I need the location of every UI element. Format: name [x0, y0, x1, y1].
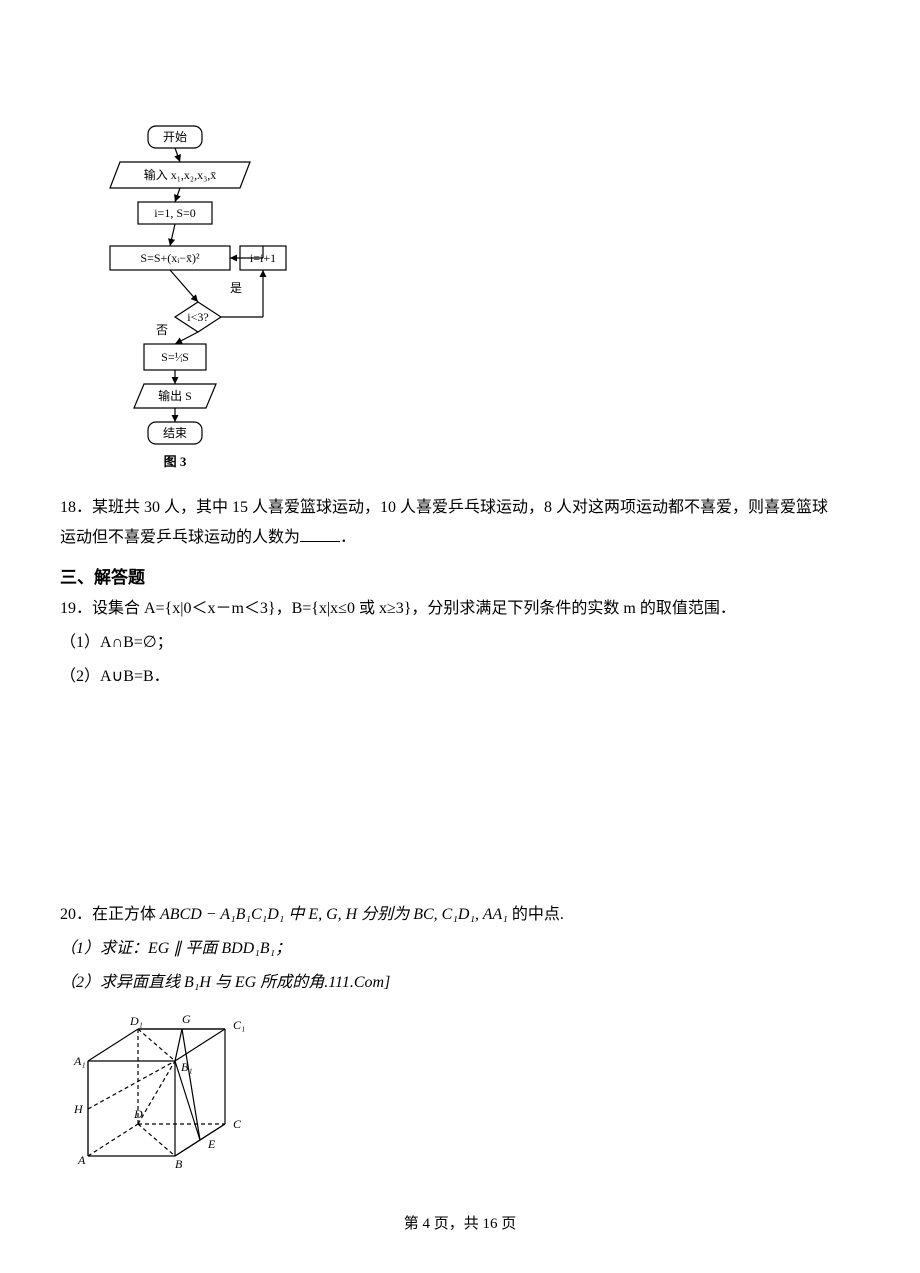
q20-line1-math: ABCD − A₁B₁C₁D₁ 中 E, G, H 分别为 BC, C₁D₁, … — [160, 906, 508, 923]
svg-text:H: H — [73, 1102, 84, 1116]
q19-line1: 19．设集合 A={x|0＜x－m＜3}，B={x|x≤0 或 x≥3}，分别求… — [60, 594, 860, 624]
svg-text:i<3?: i<3? — [187, 310, 208, 324]
q20-line1: 20．在正方体 ABCD − A₁B₁C₁D₁ 中 E, G, H 分别为 BC… — [60, 900, 860, 930]
q20-line2: （1）求证：EG ∥ 平面 BDD₁B₁； — [60, 934, 860, 964]
svg-text:B: B — [175, 1157, 183, 1171]
footer-total: 16 — [483, 1216, 498, 1232]
svg-text:C₁: C₁ — [233, 1018, 245, 1032]
page: 开始输入 x₁,x₂,x₃,x̄i=1, S=0S=S+(xᵢ−x̄)²i=i+… — [0, 0, 920, 1273]
section-3-heading: 三、解答题 — [60, 563, 860, 588]
cube-svg: A B C D A₁ B₁ C₁ D₁ E G H — [70, 1006, 250, 1176]
q20-line3-text: （2）求异面直线 B₁H 与 EG 所成的角.111.Com] — [60, 974, 390, 991]
q18-text-a: 18．某班共 30 人，其中 15 人喜爱篮球运动，10 人喜爱乒乓球运动，8 … — [60, 499, 828, 516]
q20-line1-suffix: 的中点. — [508, 906, 564, 923]
svg-text:S=¹⁄ᵢS: S=¹⁄ᵢS — [161, 350, 189, 364]
svg-text:D: D — [133, 1107, 143, 1121]
footer-page: 4 — [422, 1216, 430, 1232]
svg-text:G: G — [182, 1012, 191, 1026]
svg-text:A₁: A₁ — [73, 1054, 86, 1068]
q18-text-b: 运动但不喜爱乒乓球运动的人数为 — [60, 529, 300, 546]
svg-text:B₁: B₁ — [181, 1060, 193, 1074]
svg-text:结束: 结束 — [163, 426, 187, 440]
svg-text:C: C — [233, 1117, 242, 1131]
svg-text:输出 S: 输出 S — [158, 388, 192, 403]
svg-text:i=1, S=0: i=1, S=0 — [154, 206, 196, 220]
q18-blank — [300, 525, 340, 542]
svg-text:图 3: 图 3 — [164, 454, 187, 469]
footer-prefix: 第 — [404, 1216, 423, 1232]
footer-mid: 页，共 — [430, 1216, 483, 1232]
cube-figure: A B C D A₁ B₁ C₁ D₁ E G H — [70, 1006, 860, 1181]
q18-line2: 运动但不喜爱乒乓球运动的人数为 ． — [60, 523, 860, 553]
svg-text:S=S+(xᵢ−x̄)²: S=S+(xᵢ−x̄)² — [140, 251, 200, 265]
svg-text:是: 是 — [230, 281, 242, 295]
svg-text:A: A — [77, 1153, 86, 1167]
q20-line3: （2）求异面直线 B₁H 与 EG 所成的角.111.Com] — [60, 968, 860, 998]
q18-line1: 18．某班共 30 人，其中 15 人喜爱篮球运动，10 人喜爱乒乓球运动，8 … — [60, 493, 860, 523]
q20-line1-prefix: 20．在正方体 — [60, 906, 160, 923]
q19-line3: （2）A∪B=B． — [60, 662, 860, 692]
q19-line2: （1）A∩B=∅； — [60, 628, 860, 658]
svg-text:开始: 开始 — [163, 130, 187, 144]
svg-text:输入 x₁,x₂,x₃,x̄: 输入 x₁,x₂,x₃,x̄ — [144, 167, 217, 182]
q18-text-c: ． — [340, 529, 356, 546]
flowchart-figure: 开始输入 x₁,x₂,x₃,x̄i=1, S=0S=S+(xᵢ−x̄)²i=i+… — [70, 120, 860, 475]
spacer — [60, 696, 860, 896]
svg-text:D₁: D₁ — [129, 1014, 143, 1028]
flowchart-svg: 开始输入 x₁,x₂,x₃,x̄i=1, S=0S=S+(xᵢ−x̄)²i=i+… — [70, 120, 300, 470]
svg-text:E: E — [207, 1137, 216, 1151]
svg-text:否: 否 — [156, 323, 168, 337]
page-footer: 第 4 页，共 16 页 — [0, 1212, 920, 1233]
q20-line2-text: （1）求证：EG ∥ 平面 BDD₁B₁； — [60, 940, 291, 957]
footer-suffix: 页 — [498, 1216, 517, 1232]
